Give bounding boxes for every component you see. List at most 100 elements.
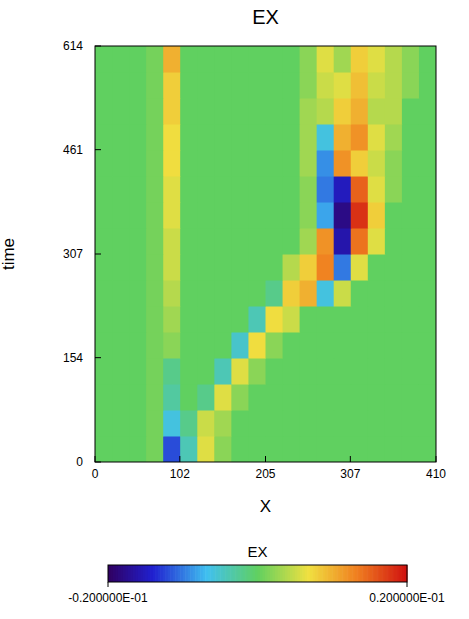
cell: [402, 306, 420, 332]
cell: [368, 202, 386, 228]
cell: [214, 124, 232, 151]
cell: [129, 176, 147, 202]
cell: [266, 254, 284, 281]
cell: [146, 46, 164, 73]
cell: [419, 228, 436, 255]
cell: [283, 280, 301, 306]
cell: [180, 72, 198, 98]
cell: [129, 280, 147, 306]
cell: [402, 46, 420, 73]
x-tick-label: 205: [255, 467, 275, 481]
cell: [214, 306, 232, 332]
cell: [300, 202, 318, 228]
cell: [368, 150, 386, 177]
cell: [129, 306, 147, 332]
cell: [419, 280, 436, 306]
cell: [402, 358, 420, 385]
cell: [300, 358, 318, 385]
x-tick: [179, 456, 180, 462]
cell: [248, 124, 266, 151]
cell: [197, 228, 215, 255]
cell: [334, 384, 352, 410]
cell: [402, 384, 420, 410]
cell: [402, 254, 420, 281]
cell: [163, 176, 181, 202]
cell: [112, 46, 130, 73]
cell: [368, 332, 386, 359]
cell: [385, 280, 403, 306]
cell: [368, 46, 386, 73]
cell: [180, 436, 198, 462]
cell: [368, 98, 386, 124]
cell: [402, 150, 420, 177]
cell: [419, 436, 436, 462]
cell: [385, 98, 403, 124]
cell: [317, 410, 335, 436]
cell: [146, 358, 164, 385]
cell: [180, 410, 198, 436]
colorbar-tick-label: -0.200000E-01: [68, 591, 148, 605]
cell: [334, 150, 352, 177]
cell: [146, 150, 164, 177]
colorbar-frame: [108, 565, 407, 582]
cell: [317, 124, 335, 151]
cell: [334, 228, 352, 255]
cell: [214, 46, 232, 73]
cell: [351, 280, 369, 306]
cell: [248, 358, 266, 385]
chart: EX01022053074100154307461614XtimeEX-0.20…: [0, 0, 469, 619]
cell: [231, 176, 249, 202]
cell: [180, 98, 198, 124]
cell: [214, 202, 232, 228]
cell: [214, 150, 232, 177]
cell: [351, 202, 369, 228]
cell: [112, 176, 130, 202]
cell: [283, 228, 301, 255]
cell: [146, 280, 164, 306]
cell: [163, 124, 181, 151]
cell: [231, 384, 249, 410]
cell: [300, 176, 318, 202]
cell: [351, 306, 369, 332]
cell: [334, 254, 352, 281]
cell: [283, 254, 301, 281]
cell: [351, 46, 369, 73]
cell: [231, 124, 249, 151]
cell: [419, 358, 436, 385]
cell: [180, 46, 198, 73]
cells: [95, 46, 436, 462]
cell: [402, 228, 420, 255]
cell: [266, 176, 284, 202]
cell: [197, 46, 215, 73]
cell: [214, 176, 232, 202]
cell: [214, 72, 232, 98]
cell: [351, 332, 369, 359]
cell: [248, 254, 266, 281]
cell: [129, 358, 147, 385]
cell: [112, 72, 130, 98]
cell: [402, 280, 420, 306]
cell: [283, 332, 301, 359]
x-tick-label: 0: [92, 467, 99, 481]
cell: [351, 384, 369, 410]
cell: [385, 124, 403, 151]
cell: [283, 150, 301, 177]
cell: [112, 306, 130, 332]
cell: [419, 176, 436, 202]
cell: [231, 254, 249, 281]
cell: [180, 124, 198, 151]
cell: [419, 98, 436, 124]
cell: [197, 72, 215, 98]
cell: [334, 358, 352, 385]
cell: [180, 228, 198, 255]
cell: [95, 202, 113, 228]
cell: [368, 254, 386, 281]
cell: [419, 384, 436, 410]
cell: [214, 384, 232, 410]
cell: [146, 410, 164, 436]
x-axis-title: X: [260, 497, 271, 516]
cell: [300, 332, 318, 359]
cell: [368, 280, 386, 306]
cell: [248, 72, 266, 98]
cell: [231, 202, 249, 228]
